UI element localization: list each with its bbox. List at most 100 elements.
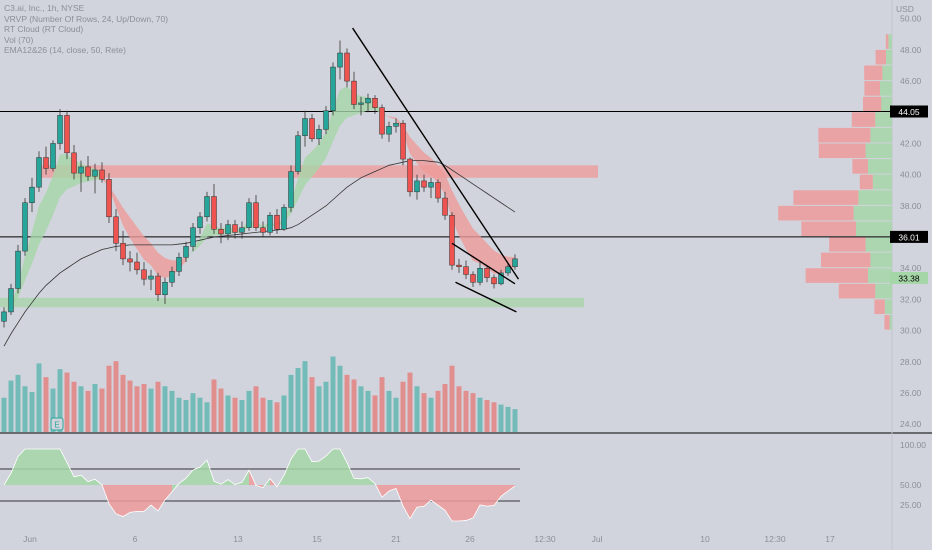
candle-body[interactable] <box>428 182 434 188</box>
legend-ema[interactable]: EMA12&26 (14, close, 50, Rete) <box>4 45 126 56</box>
volume-bar <box>218 388 224 432</box>
candle-body[interactable] <box>218 229 224 235</box>
candle-body[interactable] <box>148 275 154 280</box>
candle-body[interactable] <box>330 66 336 111</box>
candle-body[interactable] <box>71 152 77 174</box>
candle-body[interactable] <box>92 169 98 177</box>
candle-body[interactable] <box>169 271 175 283</box>
candle-body[interactable] <box>211 196 217 230</box>
candle-body[interactable] <box>50 143 56 169</box>
support-zone[interactable] <box>0 297 584 308</box>
candle-body[interactable] <box>407 158 413 193</box>
candle-body[interactable] <box>155 275 161 296</box>
price-axis-tick: 42.00 <box>900 138 922 148</box>
candle-body[interactable] <box>232 224 238 233</box>
candle-body[interactable] <box>288 171 294 208</box>
candle-body[interactable] <box>393 122 399 127</box>
candle-body[interactable] <box>379 107 385 135</box>
candle-body[interactable] <box>505 266 511 274</box>
candle-body[interactable] <box>64 115 70 154</box>
candle-body[interactable] <box>246 202 252 228</box>
earnings-marker[interactable] <box>50 417 64 431</box>
candle-body[interactable] <box>274 214 280 230</box>
resistance-zone[interactable] <box>38 165 598 178</box>
candle-body[interactable] <box>134 261 140 271</box>
candle-body[interactable] <box>316 129 322 140</box>
candle-body[interactable] <box>512 258 518 267</box>
cloud-down-segment <box>417 144 424 172</box>
symbol-title[interactable]: C3.ai, Inc., 1h, NYSE <box>4 3 85 13</box>
volume-bar <box>246 390 252 432</box>
candle-body[interactable] <box>491 277 497 285</box>
candle-body[interactable] <box>400 122 406 160</box>
trendline[interactable] <box>352 27 520 280</box>
volume-profile-up-bar <box>870 252 892 268</box>
candle-body[interactable] <box>414 180 420 193</box>
candle-body[interactable] <box>85 166 91 177</box>
candle-body[interactable] <box>281 207 287 230</box>
candle-body[interactable] <box>463 266 469 275</box>
candle-body[interactable] <box>78 166 84 174</box>
candle-body[interactable] <box>309 118 315 140</box>
candle-body[interactable] <box>127 258 133 263</box>
indicator-legend: C3.ai, Inc., 1h, NYSE VRVP (Number Of Ro… <box>4 3 168 56</box>
candle-body[interactable] <box>225 224 231 235</box>
candle-body[interactable] <box>141 269 147 280</box>
candle-body[interactable] <box>197 216 203 228</box>
candle-body[interactable] <box>449 214 455 266</box>
candle-body[interactable] <box>323 110 329 130</box>
candle-body[interactable] <box>22 202 28 252</box>
trendline[interactable] <box>451 242 516 285</box>
legend-volume[interactable]: Vol (70) <box>4 34 34 45</box>
candle-body[interactable] <box>470 274 476 283</box>
candle-body[interactable] <box>477 267 483 283</box>
candle-body[interactable] <box>106 179 112 218</box>
trendline[interactable] <box>455 281 517 313</box>
candle-body[interactable] <box>484 267 490 278</box>
candle-body[interactable] <box>337 52 343 68</box>
volume-profile-down-bar <box>875 49 886 65</box>
volume-bar <box>85 390 91 432</box>
candle-body[interactable] <box>267 214 273 233</box>
volume-profile-down-bar <box>852 159 868 174</box>
candle-body[interactable] <box>120 243 126 260</box>
candle-body[interactable] <box>295 135 301 172</box>
candle-body[interactable] <box>498 272 504 285</box>
candle-body[interactable] <box>15 250 21 289</box>
candle-body[interactable] <box>204 196 210 218</box>
volume-bar <box>372 395 378 432</box>
candle-body[interactable] <box>260 227 266 233</box>
candle-body[interactable] <box>43 157 49 169</box>
candle-body[interactable] <box>358 102 364 105</box>
candle-body[interactable] <box>456 264 462 267</box>
volume-profile-up-bar <box>856 221 892 237</box>
candle-body[interactable] <box>442 197 448 216</box>
candle-body[interactable] <box>57 115 63 144</box>
candle-body[interactable] <box>302 118 308 136</box>
candle-body[interactable] <box>162 282 168 296</box>
candle-body[interactable] <box>190 227 196 247</box>
candle-body[interactable] <box>8 288 14 313</box>
candle-body[interactable] <box>253 202 259 228</box>
legend-vrvp[interactable]: VRVP (Number Of Rows, 24, Up/Down, 70) <box>4 13 169 24</box>
candle-body[interactable] <box>435 182 441 199</box>
candle-body[interactable] <box>1 311 7 322</box>
candle-body[interactable] <box>372 98 378 108</box>
legend-rt-cloud[interactable]: RT Cloud (RT Cloud) <box>4 24 84 35</box>
candle-body[interactable] <box>344 52 350 82</box>
candle-body[interactable] <box>365 98 371 104</box>
cloud-up-segment <box>305 151 312 186</box>
candle-body[interactable] <box>351 80 357 105</box>
candle-body[interactable] <box>386 126 392 135</box>
volume-bar <box>260 397 266 432</box>
candle-body[interactable] <box>421 180 427 188</box>
volume-bar <box>29 392 35 432</box>
candle-body[interactable] <box>176 257 182 272</box>
candle-body[interactable] <box>29 186 35 203</box>
candle-body[interactable] <box>183 246 189 258</box>
candle-body[interactable] <box>239 227 245 233</box>
candle-body[interactable] <box>113 216 119 244</box>
candle-body[interactable] <box>36 157 42 188</box>
candle-body[interactable] <box>99 169 105 180</box>
